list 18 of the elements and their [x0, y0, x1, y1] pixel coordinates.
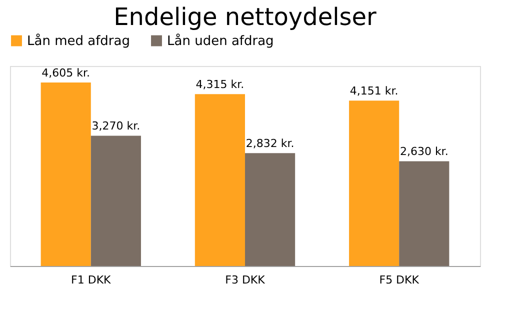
data-label: 3,270 kr. — [92, 120, 140, 133]
x-tick-label: F3 DKK — [225, 274, 266, 286]
data-label: 4,315 kr. — [196, 78, 244, 92]
bar — [90, 136, 141, 266]
x-tick-label: F1 DKK — [71, 274, 112, 286]
x-tick-label: F5 DKK — [379, 274, 420, 286]
bar — [40, 82, 91, 266]
bar — [194, 94, 245, 266]
bar — [245, 153, 296, 266]
bar — [349, 100, 400, 266]
data-label: 2,832 kr. — [246, 137, 294, 150]
data-label: 4,605 kr. — [42, 66, 90, 80]
legend-label: Lån uden afdrag — [167, 32, 274, 49]
chart-title: Endelige nettoydelser — [114, 3, 377, 31]
bar — [399, 161, 450, 266]
data-label: 2,630 kr. — [400, 145, 448, 158]
legend-label: Lån med afdrag — [27, 32, 130, 49]
data-label: 4,151 kr. — [350, 84, 398, 98]
